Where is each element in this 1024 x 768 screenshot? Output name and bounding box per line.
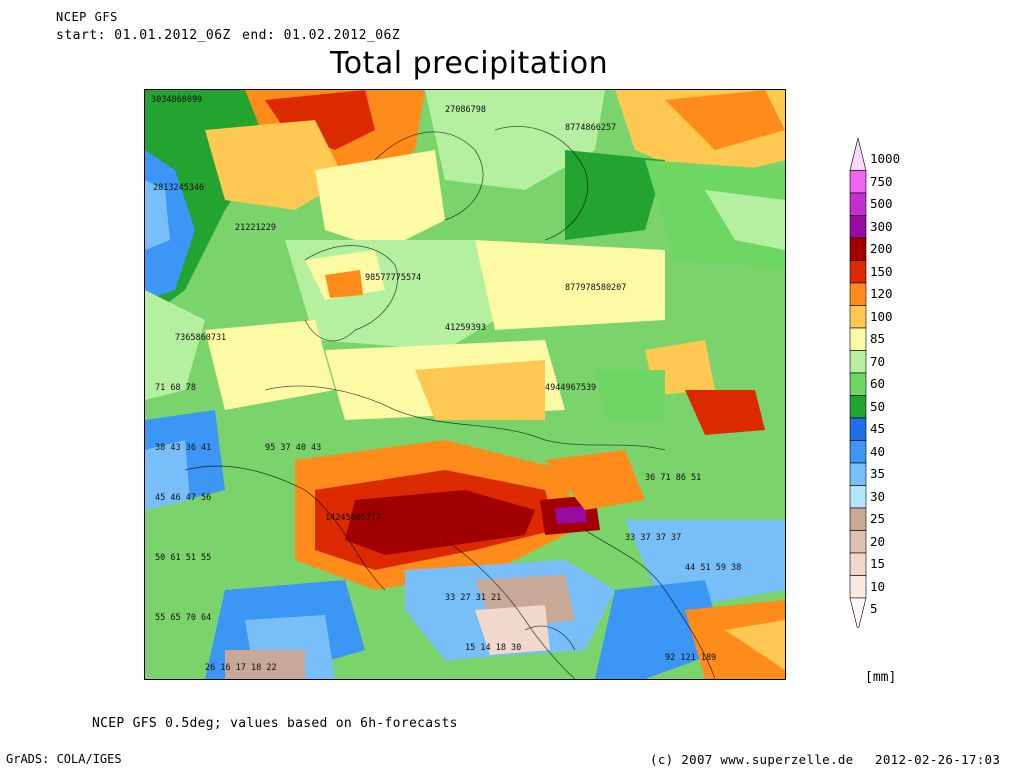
legend-unit: [mm]: [865, 670, 897, 685]
legend-label: 10: [870, 578, 886, 594]
legend-swatch: [849, 170, 867, 194]
legend-swatch: [849, 440, 867, 464]
legend-swatch: [849, 305, 867, 329]
legend-label: 35: [870, 466, 886, 481]
legend-swatch: [849, 192, 867, 216]
legend-label: 750: [870, 173, 893, 189]
legend-label: 120: [870, 286, 893, 301]
legend-swatch: [849, 327, 867, 351]
legend-swatch: [849, 552, 867, 576]
legend-swatch: [849, 260, 867, 284]
precipitation-map: 3034868099 27086798 8774866257 281324534…: [144, 89, 786, 680]
legend-label: 150: [870, 263, 893, 279]
legend-label: 60: [870, 376, 886, 391]
svg-text:26 16 17 18 22: 26 16 17 18 22: [205, 663, 277, 673]
legend-swatch: [849, 530, 867, 554]
legend-label: 100: [870, 308, 893, 324]
legend-label: 45: [870, 421, 886, 436]
legend-label: 200: [870, 241, 893, 256]
legend-swatch: [849, 417, 867, 441]
copyright: (c) 2007 www.superzelle.de: [650, 752, 854, 767]
legend-swatch: [849, 575, 867, 599]
legend-label: 70: [870, 353, 886, 369]
map-title: Total precipitation: [330, 46, 609, 81]
svg-text:8774866257: 8774866257: [565, 123, 616, 133]
legend-swatch: [849, 462, 867, 486]
legend-label: 15: [870, 556, 886, 571]
svg-text:15 14 18 30: 15 14 18 30: [465, 643, 521, 653]
svg-text:55 65 70 64: 55 65 70 64: [155, 613, 211, 623]
svg-text:36 71 86 51: 36 71 86 51: [645, 473, 701, 483]
svg-text:71 68 78: 71 68 78: [155, 383, 196, 393]
svg-text:45 46 47 56: 45 46 47 56: [155, 493, 211, 503]
legend-swatch: [849, 372, 867, 396]
creation-date: 2012-02-26-17:03: [875, 752, 1001, 767]
svg-text:3034868099: 3034868099: [151, 95, 202, 105]
svg-text:7365860731: 7365860731: [175, 333, 226, 343]
legend-label: 85: [870, 331, 886, 346]
legend-label: 1000: [870, 151, 901, 166]
legend-label: 20: [870, 533, 886, 549]
legend-label: 25: [870, 511, 886, 526]
svg-text:41259393: 41259393: [445, 323, 486, 333]
svg-text:33 37 37 37: 33 37 37 37: [625, 533, 681, 543]
legend-label: 30: [870, 488, 886, 504]
legend-label: 50: [870, 398, 886, 414]
svg-text:2813245346: 2813245346: [153, 183, 204, 193]
svg-text:98577775574: 98577775574: [365, 273, 421, 283]
legend-swatch: [849, 137, 867, 171]
legend-label: 300: [870, 218, 893, 234]
svg-text:50 61 51 55: 50 61 51 55: [155, 553, 211, 563]
svg-text:38 43 36 41: 38 43 36 41: [155, 443, 211, 453]
legend-swatch: [849, 597, 867, 628]
svg-text:14245005717: 14245005717: [325, 513, 381, 523]
legend-swatch: [849, 507, 867, 531]
model-name: NCEP GFS: [56, 10, 118, 24]
legend-label: 500: [870, 196, 893, 211]
legend-swatch: [849, 395, 867, 419]
legend-swatch: [849, 215, 867, 239]
start-time: start: 01.01.2012_06Z: [56, 28, 231, 43]
svg-text:877978580207: 877978580207: [565, 283, 626, 293]
svg-text:4944967539: 4944967539: [545, 383, 596, 393]
grads-credit: GrADS: COLA/IGES: [6, 752, 122, 766]
svg-text:21221229: 21221229: [235, 223, 276, 233]
legend-swatch: [849, 237, 867, 261]
end-time: end: 01.02.2012_06Z: [242, 28, 401, 43]
svg-text:95 37 40 43: 95 37 40 43: [265, 443, 321, 453]
legend-label: 40: [870, 443, 886, 459]
svg-text:33 27 31 21: 33 27 31 21: [445, 593, 501, 603]
svg-text:44 51 59 38: 44 51 59 38: [685, 563, 741, 573]
svg-text:27086798: 27086798: [445, 105, 486, 115]
legend-swatch: [849, 350, 867, 374]
svg-text:92 121 189: 92 121 189: [665, 653, 716, 663]
legend-swatch: [849, 282, 867, 306]
legend-swatch: [849, 485, 867, 509]
legend-label: 5: [870, 601, 878, 616]
footnote: NCEP GFS 0.5deg; values based on 6h-fore…: [92, 716, 458, 731]
color-legend: [849, 137, 867, 628]
precipitation-field: 3034868099 27086798 8774866257 281324534…: [145, 90, 785, 679]
